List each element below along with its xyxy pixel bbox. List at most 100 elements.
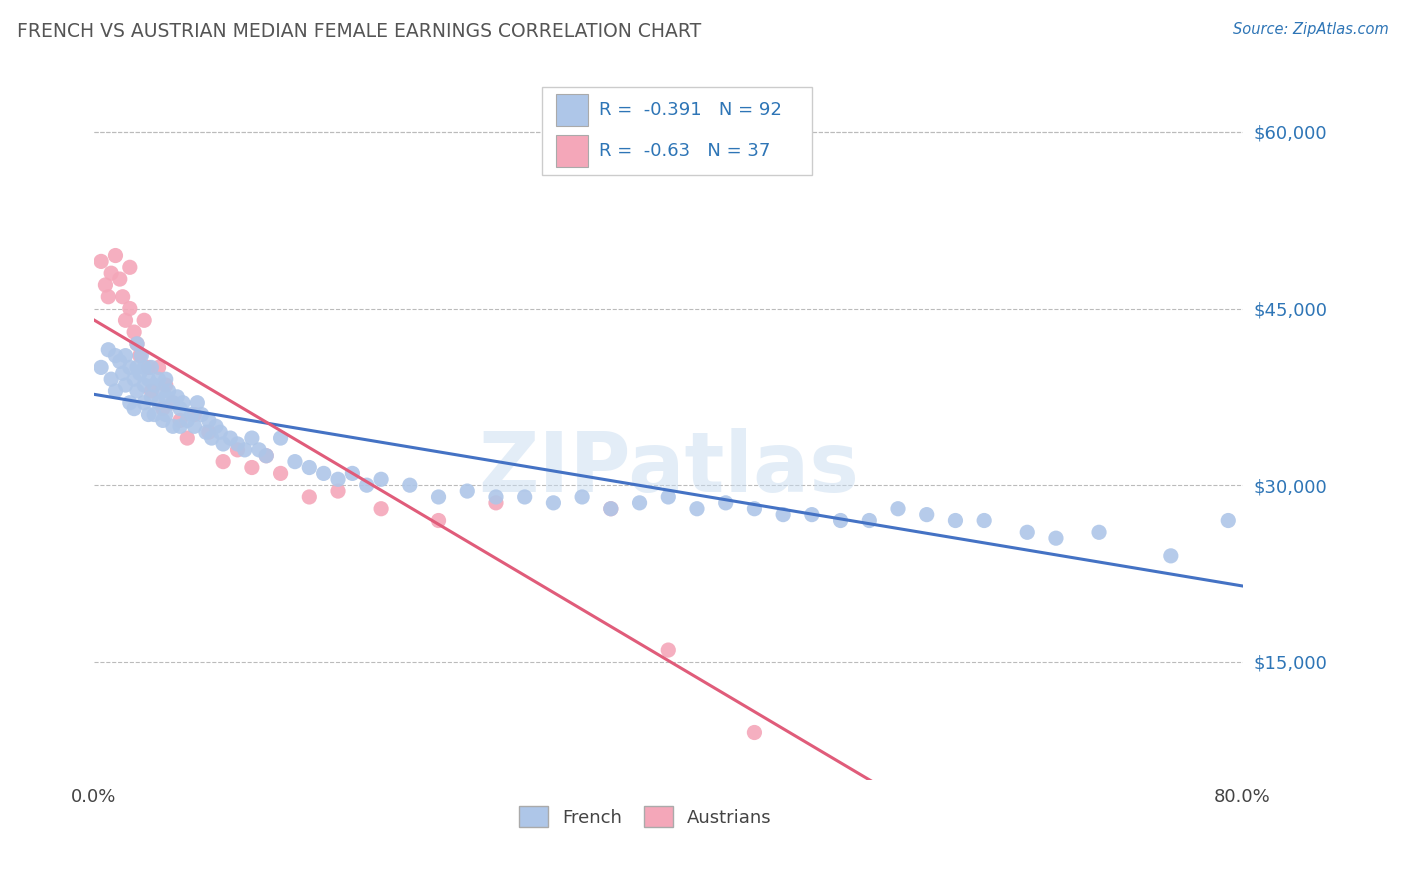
Point bbox=[183, 408, 205, 422]
Point bbox=[162, 396, 184, 410]
Point bbox=[134, 360, 156, 375]
Point bbox=[657, 490, 679, 504]
Point bbox=[108, 272, 131, 286]
Point bbox=[427, 514, 450, 528]
Point bbox=[104, 248, 127, 262]
Point bbox=[118, 396, 141, 410]
Point bbox=[176, 413, 198, 427]
Point bbox=[169, 419, 191, 434]
Point bbox=[100, 372, 122, 386]
Point bbox=[226, 437, 249, 451]
Point bbox=[1218, 514, 1240, 528]
Point bbox=[90, 360, 112, 375]
Point bbox=[114, 378, 136, 392]
Point bbox=[456, 484, 478, 499]
Point bbox=[513, 490, 536, 504]
Point bbox=[122, 372, 145, 386]
Point bbox=[326, 484, 349, 499]
Point bbox=[169, 401, 191, 416]
Point bbox=[128, 366, 150, 380]
Point bbox=[599, 501, 621, 516]
Point bbox=[240, 460, 263, 475]
Point bbox=[141, 360, 163, 375]
Text: R =  -0.391   N = 92: R = -0.391 N = 92 bbox=[599, 101, 782, 119]
Point bbox=[138, 408, 160, 422]
Point bbox=[134, 396, 156, 410]
Point bbox=[134, 378, 156, 392]
Point bbox=[254, 449, 277, 463]
Point bbox=[114, 313, 136, 327]
Point bbox=[485, 496, 508, 510]
Point bbox=[122, 401, 145, 416]
Point bbox=[152, 401, 174, 416]
Point bbox=[148, 372, 170, 386]
Point bbox=[370, 501, 392, 516]
Point bbox=[111, 366, 134, 380]
Point bbox=[370, 472, 392, 486]
Point bbox=[141, 384, 163, 398]
Point bbox=[125, 360, 148, 375]
Point bbox=[973, 514, 995, 528]
Point bbox=[180, 408, 202, 422]
Point bbox=[198, 413, 221, 427]
Point bbox=[104, 384, 127, 398]
Point bbox=[143, 378, 166, 392]
Point bbox=[108, 354, 131, 368]
Point bbox=[270, 431, 292, 445]
Point bbox=[111, 290, 134, 304]
Point bbox=[800, 508, 823, 522]
Point bbox=[172, 396, 194, 410]
Point bbox=[571, 490, 593, 504]
Point bbox=[198, 425, 221, 440]
Point bbox=[226, 442, 249, 457]
Point bbox=[162, 419, 184, 434]
Point bbox=[169, 413, 191, 427]
Point bbox=[148, 360, 170, 375]
Point bbox=[209, 425, 232, 440]
Point bbox=[212, 455, 235, 469]
Point bbox=[744, 501, 766, 516]
Point bbox=[90, 254, 112, 268]
Point bbox=[141, 390, 163, 404]
Point bbox=[201, 431, 224, 445]
Point bbox=[326, 472, 349, 486]
Point bbox=[1045, 531, 1067, 545]
Point bbox=[118, 360, 141, 375]
Point bbox=[122, 325, 145, 339]
Point bbox=[887, 501, 910, 516]
Point bbox=[94, 277, 117, 292]
Point bbox=[152, 413, 174, 427]
Point bbox=[114, 349, 136, 363]
FancyBboxPatch shape bbox=[555, 135, 588, 167]
FancyBboxPatch shape bbox=[555, 95, 588, 126]
Point bbox=[772, 508, 794, 522]
Point bbox=[143, 408, 166, 422]
Point bbox=[270, 467, 292, 481]
Point bbox=[166, 390, 188, 404]
Point bbox=[628, 496, 651, 510]
Text: FRENCH VS AUSTRIAN MEDIAN FEMALE EARNINGS CORRELATION CHART: FRENCH VS AUSTRIAN MEDIAN FEMALE EARNING… bbox=[17, 22, 702, 41]
Point bbox=[254, 449, 277, 463]
FancyBboxPatch shape bbox=[541, 87, 811, 176]
Point bbox=[194, 425, 217, 440]
Point bbox=[176, 431, 198, 445]
Point bbox=[157, 384, 180, 398]
Point bbox=[125, 336, 148, 351]
Point bbox=[1017, 525, 1039, 540]
Point bbox=[219, 431, 242, 445]
Point bbox=[162, 396, 184, 410]
Point bbox=[599, 501, 621, 516]
Point bbox=[247, 442, 270, 457]
Point bbox=[183, 419, 205, 434]
Point bbox=[134, 313, 156, 327]
Point bbox=[118, 260, 141, 275]
Point bbox=[155, 390, 177, 404]
Point bbox=[427, 490, 450, 504]
Point bbox=[125, 384, 148, 398]
Point bbox=[485, 490, 508, 504]
Point bbox=[1088, 525, 1111, 540]
Point bbox=[138, 360, 160, 375]
Point bbox=[138, 372, 160, 386]
Point bbox=[155, 378, 177, 392]
Point bbox=[298, 460, 321, 475]
